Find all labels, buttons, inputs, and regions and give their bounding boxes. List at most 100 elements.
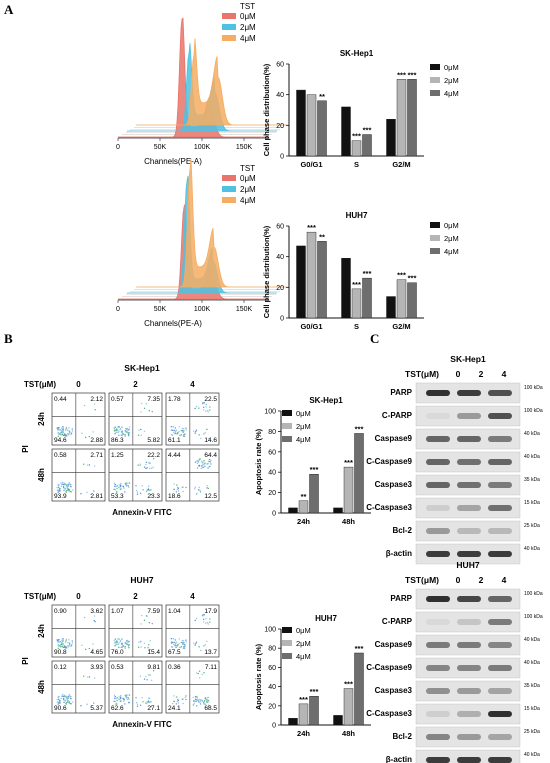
histogram-trace	[136, 158, 286, 288]
flow-event-dot	[149, 467, 151, 469]
flow-event-dot	[196, 493, 198, 495]
chart-significance-label: ***	[397, 271, 406, 280]
chart-y-tick-label: 20	[276, 285, 284, 292]
flow-event-dot	[128, 640, 130, 642]
flow-event-dot	[152, 458, 155, 460]
flow-event-dot	[181, 427, 184, 430]
flow-event-dot	[148, 697, 151, 699]
chart-bar	[386, 296, 396, 319]
flow-event-dot	[65, 435, 67, 437]
flow-event-dot	[207, 467, 209, 469]
flow-event-dot	[113, 429, 116, 432]
flow-event-dot	[118, 425, 120, 428]
chart-bar	[309, 696, 319, 726]
chart-significance-label: ***	[355, 644, 364, 653]
blot-band	[426, 757, 450, 763]
flow-event-dot	[202, 406, 205, 409]
flow-event-dot	[173, 431, 175, 434]
flow-event-dot	[196, 462, 199, 465]
chart-category-label: 24h	[297, 517, 310, 526]
flow-event-dot	[114, 645, 116, 647]
flow-plot-frame	[165, 660, 220, 714]
flow-event-dot	[116, 428, 118, 430]
flow-event-dot	[173, 483, 175, 485]
flow-quadrant-lr: 5.82	[147, 437, 160, 444]
flow-event-dot	[193, 703, 195, 705]
chart-y-tick-label: 100	[264, 627, 276, 634]
flow-event-dot	[206, 697, 208, 699]
flow-event-dot	[65, 428, 67, 430]
flow-event-dot	[114, 695, 116, 698]
flow-event-dot	[65, 638, 68, 641]
flow-event-dot	[204, 462, 206, 464]
flow-event-dot	[70, 491, 72, 493]
flow-event-dot	[185, 641, 187, 643]
flow-plot-frame	[51, 604, 106, 658]
blot-strip	[415, 680, 521, 702]
flow-event-dot	[128, 482, 130, 484]
panel-label-c: C	[370, 331, 379, 346]
blot-protein-label: PARP	[390, 388, 412, 397]
blot-band	[426, 619, 450, 625]
flow-event-dot	[68, 427, 70, 429]
flow-dose-label: 0	[76, 380, 81, 389]
blot-band	[488, 482, 512, 488]
flow-event-dot	[148, 622, 151, 624]
flow-event-dot	[68, 644, 71, 646]
flow-event-dot	[207, 696, 210, 699]
flow-event-dot	[195, 672, 198, 674]
flow-quadrant-ur: 22.2	[147, 452, 160, 459]
flow-event-dot	[57, 432, 60, 435]
flow-event-dot	[199, 458, 201, 460]
chart-y-label: Cell phase distribution(%)	[262, 63, 271, 156]
blot-title: HUH7	[456, 560, 479, 570]
blot-strip	[415, 520, 521, 542]
flow-event-dot	[149, 701, 151, 703]
flow-event-dot	[185, 427, 187, 429]
flow-event-dot	[170, 426, 173, 428]
flow-event-dot	[119, 488, 122, 491]
flow-event-dot	[113, 485, 116, 487]
flow-event-dot	[82, 675, 85, 677]
flow-event-dot	[170, 641, 173, 643]
chart-category-label: S	[354, 160, 359, 169]
flow-event-dot	[63, 645, 66, 647]
flow-event-dot	[185, 486, 187, 489]
flow-time-label: 48h	[37, 680, 46, 694]
flow-event-dot	[206, 410, 209, 412]
flow-event-dot	[80, 705, 82, 707]
flow-event-dot	[61, 695, 63, 697]
chart-legend-swatch	[282, 627, 292, 633]
flow-event-dot	[68, 639, 70, 641]
flow-event-dot	[127, 485, 130, 487]
chart-significance-label: ***	[299, 695, 308, 704]
flow-event-dot	[207, 411, 209, 413]
chart-bar	[386, 118, 396, 157]
flow-event-dot	[180, 646, 182, 649]
flow-event-dot	[125, 484, 127, 486]
flow-quadrant-ll: 86.3	[111, 437, 124, 444]
flow-event-dot	[113, 700, 115, 702]
histogram-legend-label: 0μM	[240, 12, 256, 21]
flow-quadrant-ur: 2.12	[90, 396, 103, 403]
flow-event-dot	[117, 486, 120, 488]
flow-event-dot	[67, 429, 69, 432]
flow-event-dot	[119, 696, 122, 698]
flow-event-dot	[128, 698, 130, 700]
flow-event-dot	[66, 696, 68, 698]
flow-event-dot	[117, 431, 120, 433]
flow-event-dot	[197, 460, 199, 462]
flow-event-dot	[208, 458, 211, 461]
flow-event-dot	[119, 639, 122, 642]
flow-event-dot	[59, 644, 61, 647]
flow-event-dot	[64, 434, 66, 436]
flow-event-dot	[139, 463, 142, 465]
flow-event-dot	[140, 411, 142, 413]
flow-event-dot	[88, 676, 91, 678]
flow-event-dot	[70, 644, 73, 646]
flow-event-dot	[178, 434, 181, 437]
flow-quadrant-ul: 0.44	[54, 396, 67, 403]
flow-quadrant-ul: 0.90	[54, 608, 67, 615]
flow-event-dot	[185, 695, 187, 697]
chart-y-tick-label: 60	[276, 224, 284, 231]
